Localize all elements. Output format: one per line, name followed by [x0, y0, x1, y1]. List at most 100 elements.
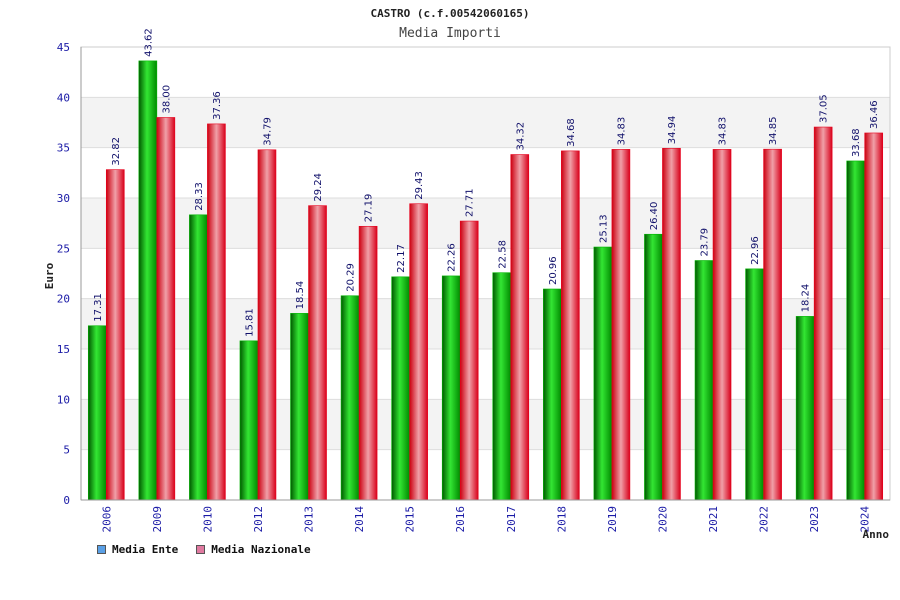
- bar-media-ente: [87, 325, 107, 501]
- bar-media-ente: [543, 288, 562, 501]
- data-label: 34.85: [768, 117, 779, 146]
- data-label: 27.19: [364, 194, 375, 223]
- data-label: 33.68: [851, 128, 862, 157]
- data-label: 22.96: [750, 236, 761, 265]
- x-tick-labels: 2006 2009 2010 2012 2013 2014 2015 2016 2017 2018…: [100, 506, 871, 533]
- bar-media-nazionale: [510, 154, 530, 501]
- data-labels: 17.31 32.82 43.62 38.00 28.33 37.36 15.81 34.79…: [93, 28, 880, 337]
- legend-label-nazionale: Media Nazionale: [211, 543, 311, 556]
- legend-item-nazionale: Media Nazionale: [196, 543, 311, 556]
- legend-swatch-nazionale: [196, 545, 206, 554]
- data-label: 34.32: [515, 122, 526, 151]
- data-label: 32.82: [111, 137, 122, 166]
- y-tick-label: 5: [63, 444, 70, 457]
- bar-media-ente: [391, 276, 410, 501]
- bar-media-nazionale: [358, 225, 378, 501]
- data-label: 34.79: [262, 117, 273, 146]
- data-label: 28.33: [194, 182, 205, 211]
- bar-media-nazionale: [813, 126, 833, 501]
- data-label: 18.24: [801, 284, 812, 313]
- x-tick-label: 2022: [758, 506, 771, 533]
- y-tick-label: 15: [57, 343, 70, 356]
- bar-media-ente: [441, 275, 461, 501]
- data-label: 34.83: [616, 117, 627, 146]
- bar-media-ente: [644, 233, 663, 501]
- x-tick-label: 2006: [100, 506, 113, 533]
- legend: Media Ente Media Nazionale: [97, 543, 311, 556]
- bar-media-nazionale: [763, 148, 782, 501]
- bars: [87, 60, 884, 501]
- data-label: 20.96: [548, 256, 559, 285]
- x-tick-label: 2014: [353, 506, 366, 533]
- data-label: 20.29: [346, 263, 357, 292]
- bar-media-nazionale: [611, 149, 631, 501]
- y-tick-label: 30: [57, 192, 70, 205]
- legend-label-ente: Media Ente: [112, 543, 179, 556]
- y-tick-label: 35: [57, 142, 70, 155]
- bar-media-ente: [745, 268, 764, 501]
- x-tick-label: 2015: [404, 506, 417, 533]
- x-tick-label: 2012: [252, 506, 265, 533]
- data-label: 29.43: [414, 171, 425, 200]
- legend-swatch-ente: [97, 545, 106, 554]
- bar-media-ente: [694, 260, 714, 501]
- data-label: 22.26: [447, 243, 458, 272]
- bar-media-nazionale: [712, 149, 732, 501]
- y-tick-label: 20: [57, 293, 70, 306]
- bar-media-ente: [795, 316, 815, 501]
- x-tick-label: 2013: [303, 506, 316, 533]
- data-label: 29.24: [313, 173, 324, 202]
- data-label: 23.79: [700, 228, 711, 257]
- data-label: 34.94: [667, 116, 678, 145]
- bar-media-ente: [492, 272, 512, 501]
- x-axis-title: Anno: [863, 528, 890, 541]
- data-label: 22.58: [497, 240, 508, 269]
- bar-media-nazionale: [561, 150, 580, 501]
- y-axis-title: Euro: [43, 262, 56, 289]
- x-tick-label: 2024: [859, 506, 872, 533]
- data-label: 34.68: [566, 118, 577, 147]
- data-label: 18.54: [295, 281, 306, 310]
- y-tick-labels: 0 5 10 15 20 25 30 35 40 45: [57, 41, 70, 507]
- data-label: 37.05: [819, 94, 830, 123]
- x-tick-label: 2018: [555, 506, 568, 533]
- data-label: 43.62: [143, 28, 154, 57]
- x-tick-label: 2017: [505, 506, 518, 533]
- chart-subtitle: Media Importi: [399, 26, 501, 41]
- x-tick-label: 2021: [707, 506, 720, 533]
- data-label: 36.46: [869, 100, 880, 129]
- data-label: 25.13: [598, 214, 609, 243]
- bar-media-ente: [593, 246, 613, 501]
- data-label: 34.83: [718, 117, 729, 146]
- bar-media-nazionale: [105, 169, 125, 501]
- bar-media-ente: [189, 214, 208, 501]
- x-tick-label: 2009: [151, 506, 164, 533]
- y-tick-label: 10: [57, 393, 70, 406]
- bar-media-nazionale: [409, 203, 428, 501]
- legend-item-ente: Media Ente: [97, 543, 178, 556]
- bar-media-nazionale: [257, 149, 277, 501]
- x-tick-label: 2016: [454, 506, 467, 533]
- x-tick-label: 2010: [201, 506, 214, 533]
- chart-title: CASTRO (c.f.00542060165): [371, 7, 530, 20]
- y-tick-label: 40: [57, 91, 70, 104]
- bar-media-nazionale: [207, 123, 226, 501]
- data-label: 37.36: [212, 91, 223, 120]
- grid-band: [81, 47, 890, 98]
- data-label: 17.31: [93, 293, 104, 322]
- y-tick-label: 25: [57, 242, 70, 255]
- x-tick-label: 2023: [808, 506, 821, 533]
- data-label: 15.81: [244, 308, 255, 337]
- bar-media-nazionale: [864, 132, 884, 501]
- bar-media-ente: [138, 60, 158, 501]
- y-tick-label: 45: [57, 41, 70, 54]
- bar-media-nazionale: [662, 147, 681, 501]
- bar-media-nazionale: [459, 220, 479, 501]
- bar-media-ente: [239, 340, 259, 501]
- x-tick-label: 2019: [606, 506, 619, 533]
- x-tick-label: 2020: [656, 506, 669, 533]
- data-label: 26.40: [649, 202, 660, 231]
- data-label: 22.17: [396, 244, 407, 273]
- data-label: 38.00: [161, 85, 172, 114]
